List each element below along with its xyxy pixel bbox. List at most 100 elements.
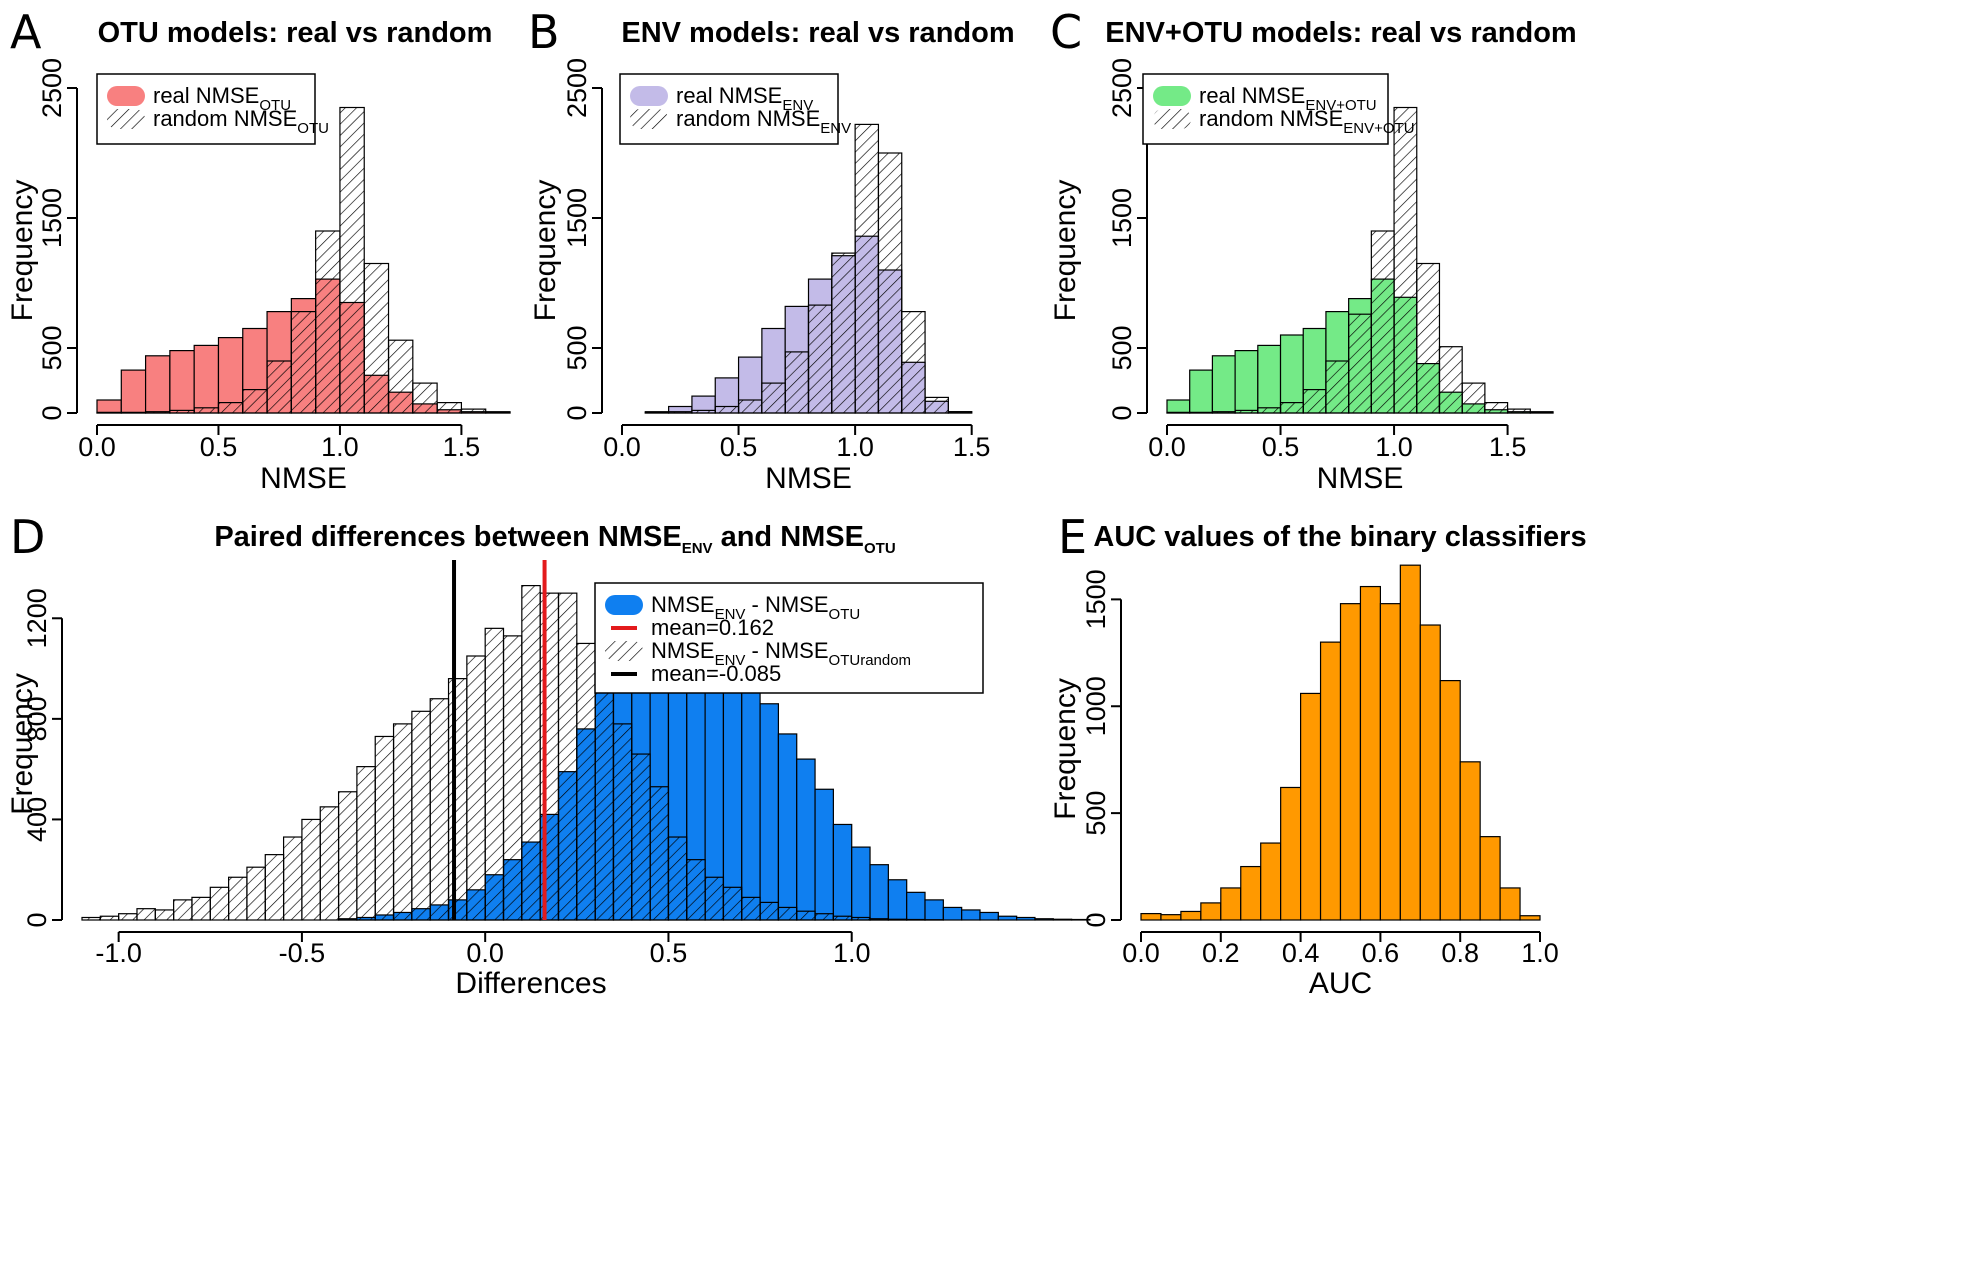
bar-random-c bbox=[1257, 407, 1282, 414]
legend-label-random-mean: mean=-0.085 bbox=[651, 661, 781, 686]
bar-random-c bbox=[1370, 230, 1395, 414]
y-axis-title: Frequency bbox=[6, 180, 39, 322]
bar-random-d bbox=[118, 913, 138, 921]
bar-auc-e bbox=[1359, 585, 1381, 921]
legend-label-random-part-1: ENV bbox=[715, 652, 746, 669]
x-axis-e: 0.0 0.2 0.4 0.6 0.8 1.0 AUC bbox=[1122, 931, 1559, 1000]
bar-random-c bbox=[1461, 382, 1486, 414]
bar-real-d bbox=[851, 846, 871, 921]
x-tick-label: 1.0 bbox=[833, 938, 871, 968]
bar-random-d bbox=[777, 906, 798, 921]
panel-letter: C bbox=[1050, 5, 1082, 59]
x-tick-label: -0.5 bbox=[279, 938, 326, 968]
bar-random-b bbox=[831, 252, 856, 414]
legend-box bbox=[594, 582, 984, 694]
x-tick-label: 1.5 bbox=[953, 432, 991, 462]
bar-real-a bbox=[96, 399, 122, 414]
bar-random-b bbox=[714, 405, 740, 414]
bar-auc-e bbox=[1339, 603, 1362, 921]
y-axis-b: 0 500 1500 2500 Frequency bbox=[529, 58, 603, 421]
bar-random-a bbox=[266, 360, 292, 414]
bar-random-d bbox=[704, 876, 725, 921]
bar-real-c bbox=[1279, 334, 1304, 414]
y-tick-label: 0 bbox=[37, 405, 67, 420]
bar-auc-e bbox=[1379, 603, 1401, 921]
legend-swatch-random bbox=[1153, 109, 1191, 129]
x-tick-label: 0.2 bbox=[1202, 938, 1240, 968]
bar-auc-e bbox=[1519, 915, 1541, 921]
legend-label-real-part-0: NMSE bbox=[651, 592, 715, 617]
x-tick-label: 0.5 bbox=[650, 938, 688, 968]
y-axis-title: Frequency bbox=[529, 180, 562, 322]
legend-label-real-part-2: - NMSE bbox=[745, 592, 828, 617]
legend-label-random-part-0: NMSE bbox=[651, 638, 715, 663]
bar-real-c bbox=[1257, 344, 1282, 414]
bar-real-d bbox=[942, 906, 963, 921]
bar-random-d bbox=[521, 584, 541, 921]
bar-random-d bbox=[356, 766, 376, 921]
bar-real-a bbox=[120, 369, 147, 414]
bar-random-d bbox=[741, 896, 761, 921]
legend-box bbox=[1142, 73, 1389, 145]
x-tick-label: 1.0 bbox=[1375, 432, 1413, 462]
x-tick-label: 1.5 bbox=[1489, 432, 1527, 462]
bar-auc-e bbox=[1439, 679, 1461, 921]
bar-auc-e bbox=[1160, 914, 1182, 921]
bar-random-d bbox=[209, 886, 230, 921]
y-axis-a: 0 500 1500 2500 Frequency bbox=[6, 58, 78, 421]
bar-auc-e bbox=[1240, 865, 1262, 921]
bar-random-c bbox=[1438, 346, 1463, 414]
y-axis-title: Frequency bbox=[1049, 678, 1082, 820]
bar-auc-e bbox=[1319, 641, 1342, 921]
bar-random-b bbox=[877, 152, 903, 414]
bar-random-a bbox=[387, 339, 414, 414]
bar-random-d bbox=[374, 735, 395, 921]
bar-random-d bbox=[576, 642, 596, 921]
bar-random-d bbox=[906, 918, 926, 921]
bar-random-c bbox=[1348, 313, 1372, 414]
bar-random-d bbox=[594, 678, 615, 921]
x-axis-title: NMSE bbox=[260, 462, 347, 495]
bar-random-d bbox=[429, 698, 450, 921]
legend-label-real-part-1: OTU bbox=[259, 97, 291, 114]
bar-real-d bbox=[777, 733, 798, 921]
bar-random-d bbox=[814, 913, 834, 921]
y-tick-label: 500 bbox=[562, 325, 592, 370]
bar-real-c bbox=[1234, 350, 1259, 414]
bars-d bbox=[81, 584, 1091, 921]
chart-title-part-2: and NMSE bbox=[713, 521, 864, 553]
bar-random-d bbox=[136, 908, 156, 921]
bar-random-d bbox=[81, 916, 101, 921]
bar-random-a bbox=[193, 407, 220, 414]
bar-random-d bbox=[869, 918, 889, 921]
bar-random-b bbox=[644, 411, 670, 414]
bar-random-b bbox=[668, 411, 693, 414]
bar-real-d bbox=[961, 909, 981, 921]
bar-random-c bbox=[1211, 411, 1236, 414]
panel-letter: D bbox=[10, 510, 45, 564]
bar-random-c bbox=[1166, 411, 1191, 414]
bar-random-d bbox=[301, 818, 321, 921]
bar-random-d bbox=[686, 859, 706, 921]
x-tick-label: 1.0 bbox=[321, 432, 359, 462]
y-tick-label: 1500 bbox=[37, 188, 67, 248]
legend-label-real: real NMSEENV+OTU bbox=[1199, 83, 1377, 114]
legend-label-real-part-1: ENV bbox=[715, 606, 746, 623]
bar-random-b bbox=[784, 351, 810, 414]
bar-real-d bbox=[741, 680, 761, 921]
bar-random-d bbox=[264, 854, 285, 921]
legend-swatch-real bbox=[1153, 86, 1191, 106]
chart-title-part-1: ENV bbox=[682, 540, 713, 557]
bars-e bbox=[1140, 564, 1541, 921]
bar-random-d bbox=[228, 876, 248, 921]
x-tick-label: 0.0 bbox=[466, 938, 504, 968]
bar-real-d bbox=[832, 823, 853, 921]
bar-real-d bbox=[887, 879, 908, 921]
bar-real-c bbox=[1189, 369, 1214, 414]
bar-random-d bbox=[631, 753, 651, 921]
bar-real-c bbox=[1166, 399, 1191, 414]
bar-real-d bbox=[924, 899, 944, 921]
bar-auc-e bbox=[1299, 692, 1322, 921]
